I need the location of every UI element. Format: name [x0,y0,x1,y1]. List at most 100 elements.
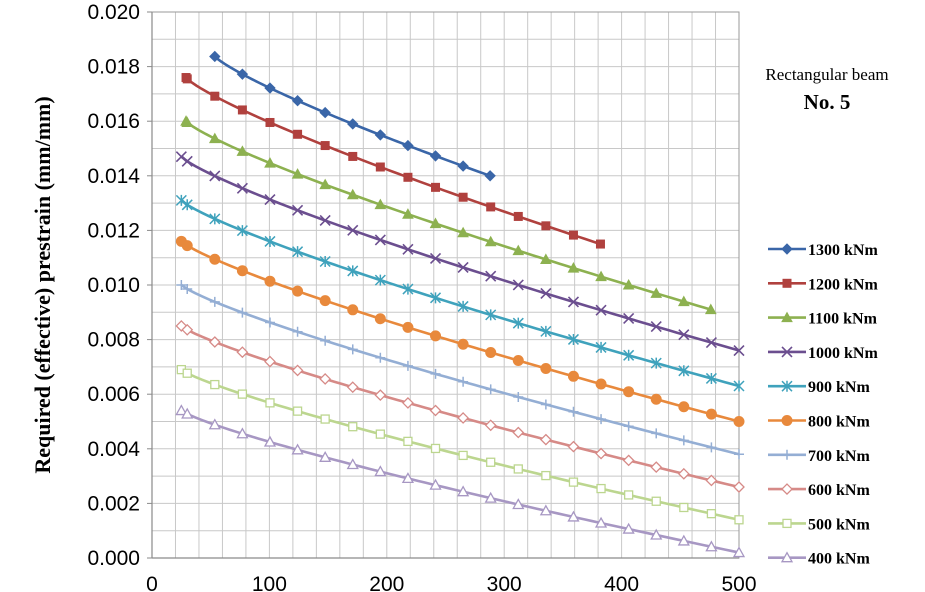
data-point-1000-knm [678,329,690,341]
data-point-500-knm [486,457,496,467]
data-point-600-knm [733,481,745,493]
data-point-1000-knm [292,204,304,216]
data-point-1000-knm [705,337,717,349]
data-point-600-knm [539,433,552,446]
data-point-900-knm [175,194,187,206]
data-point-1000-knm [485,270,497,282]
y-tick-label: 0.008 [87,329,140,352]
data-point-700-knm [568,406,579,417]
data-point-900-knm [705,372,717,384]
y-tick-label: 0.014 [87,165,140,188]
data-point-700-knm [734,449,744,460]
y-tick-labels: 0.000 0.002 0.004 0.006 0.008 0.010 0.012 0.014… [87,1,152,570]
legend-entry-1000-knm: 1000 kNm [768,345,878,362]
data-point-400-knm [567,510,580,522]
series-1200-knm [181,73,605,249]
data-point-1100-knm [457,226,469,238]
data-point-400-knm [263,435,277,447]
legend-label: 800 kNm [808,414,870,431]
data-point-500-knm [734,515,744,525]
data-point-700-knm [596,414,607,425]
data-point-600-knm [650,461,663,474]
legend-marker [781,243,793,255]
data-point-600-knm [181,323,194,336]
legend-label: 1200 kNm [808,276,878,293]
series-line-900-knm [180,199,740,388]
data-point-400-knm [208,418,221,430]
legend-label: 900 kNm [808,379,870,396]
data-point-1200-knm [403,172,413,182]
data-point-1300-knm [347,118,359,130]
data-point-600-knm [567,440,580,453]
data-point-1100-knm [402,208,414,219]
series-500-knm [176,364,744,525]
data-point-1100-knm [567,262,580,273]
legend-marker [782,518,792,529]
data-point-800-knm [650,393,662,405]
data-point-400-knm [732,546,746,558]
data-point-1300-knm [484,170,496,182]
legend-label: 1000 kNm [808,345,878,362]
data-point-1200-knm [513,211,523,221]
y-tick-label: 0.004 [87,438,140,461]
data-point-1100-knm [374,198,387,210]
data-point-400-knm [429,478,442,490]
data-point-500-knm [651,496,661,506]
legend-marker [781,346,793,358]
x-tick-label: 200 [369,573,404,592]
data-point-1100-knm [622,278,635,290]
legend-marker [781,415,793,426]
data-point-600-knm [457,412,470,424]
data-point-900-knm [429,292,442,304]
data-point-400-knm [705,540,718,552]
legend-entry-500-knm: 500 kNm [768,516,870,533]
data-point-700-knm [623,421,634,432]
x-tick-label: 500 [721,573,756,592]
data-point-600-knm [512,426,525,439]
data-point-500-knm [623,490,634,500]
y-tick-label: 0.012 [87,219,140,242]
series-line-700-knm [180,283,740,456]
data-point-700-knm [540,399,551,410]
data-point-1000-knm [236,182,248,194]
data-point-800-knm [678,401,690,413]
data-point-1000-knm [623,312,635,325]
data-point-700-knm [264,317,275,328]
data-point-800-knm [705,408,717,420]
data-point-500-knm [320,414,330,424]
annotation-line1: Rectangular beam [765,65,888,84]
y-axis-label: Required (effective) prestrain (mm/mm) [30,96,55,473]
data-point-1100-knm [512,244,525,256]
data-point-500-knm [458,450,468,461]
legend-entry-900-knm: 900 kNm [768,379,870,396]
data-point-1000-knm [733,344,745,357]
data-point-800-knm [540,362,552,374]
legend-entry-800-knm: 800 kNm [768,414,870,431]
data-point-900-knm [319,255,331,268]
data-point-800-knm [623,386,635,398]
x-tick-labels: 0 100 200 300 400 500 [146,573,756,592]
data-point-1100-knm [484,235,497,247]
data-point-500-knm [513,464,523,474]
data-point-1000-knm [209,170,221,182]
data-point-1200-knm [375,162,385,172]
legend-entry-700-knm: 700 kNm [768,448,870,465]
annotation-line2: No. 5 [804,90,851,114]
data-point-1000-knm [595,304,607,316]
data-point-1200-knm [486,202,496,212]
data-point-900-knm [292,246,304,258]
data-point-1300-knm [209,50,221,63]
data-point-1100-knm [429,217,442,229]
data-point-900-knm [512,317,524,329]
data-point-700-knm [430,368,441,379]
data-point-1000-knm [175,151,187,163]
legend-entry-1300-knm: 1300 kNm [768,242,878,259]
data-point-900-knm [567,333,579,345]
data-point-400-knm [236,427,249,439]
data-point-700-knm [485,384,496,395]
data-point-500-knm [403,436,413,447]
data-point-700-knm [320,335,331,346]
data-point-700-knm [237,307,248,318]
data-point-400-knm [346,458,359,470]
data-point-800-knm [485,346,497,358]
